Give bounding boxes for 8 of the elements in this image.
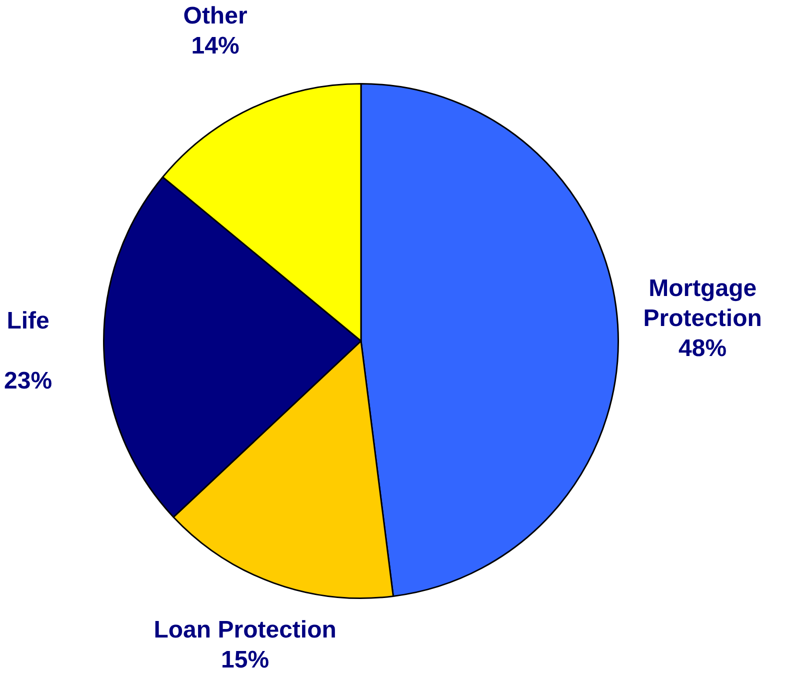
data-label: 14% [191, 32, 240, 60]
slice-label: Other [183, 2, 248, 30]
slice-label: Loan Protection [154, 616, 336, 644]
slice-label: Mortgage Protection [643, 275, 762, 332]
data-label: 15% [221, 646, 270, 674]
data-label: 48% [678, 335, 727, 362]
data-label: 23% [4, 367, 52, 394]
slice-label: Life [6, 307, 50, 334]
